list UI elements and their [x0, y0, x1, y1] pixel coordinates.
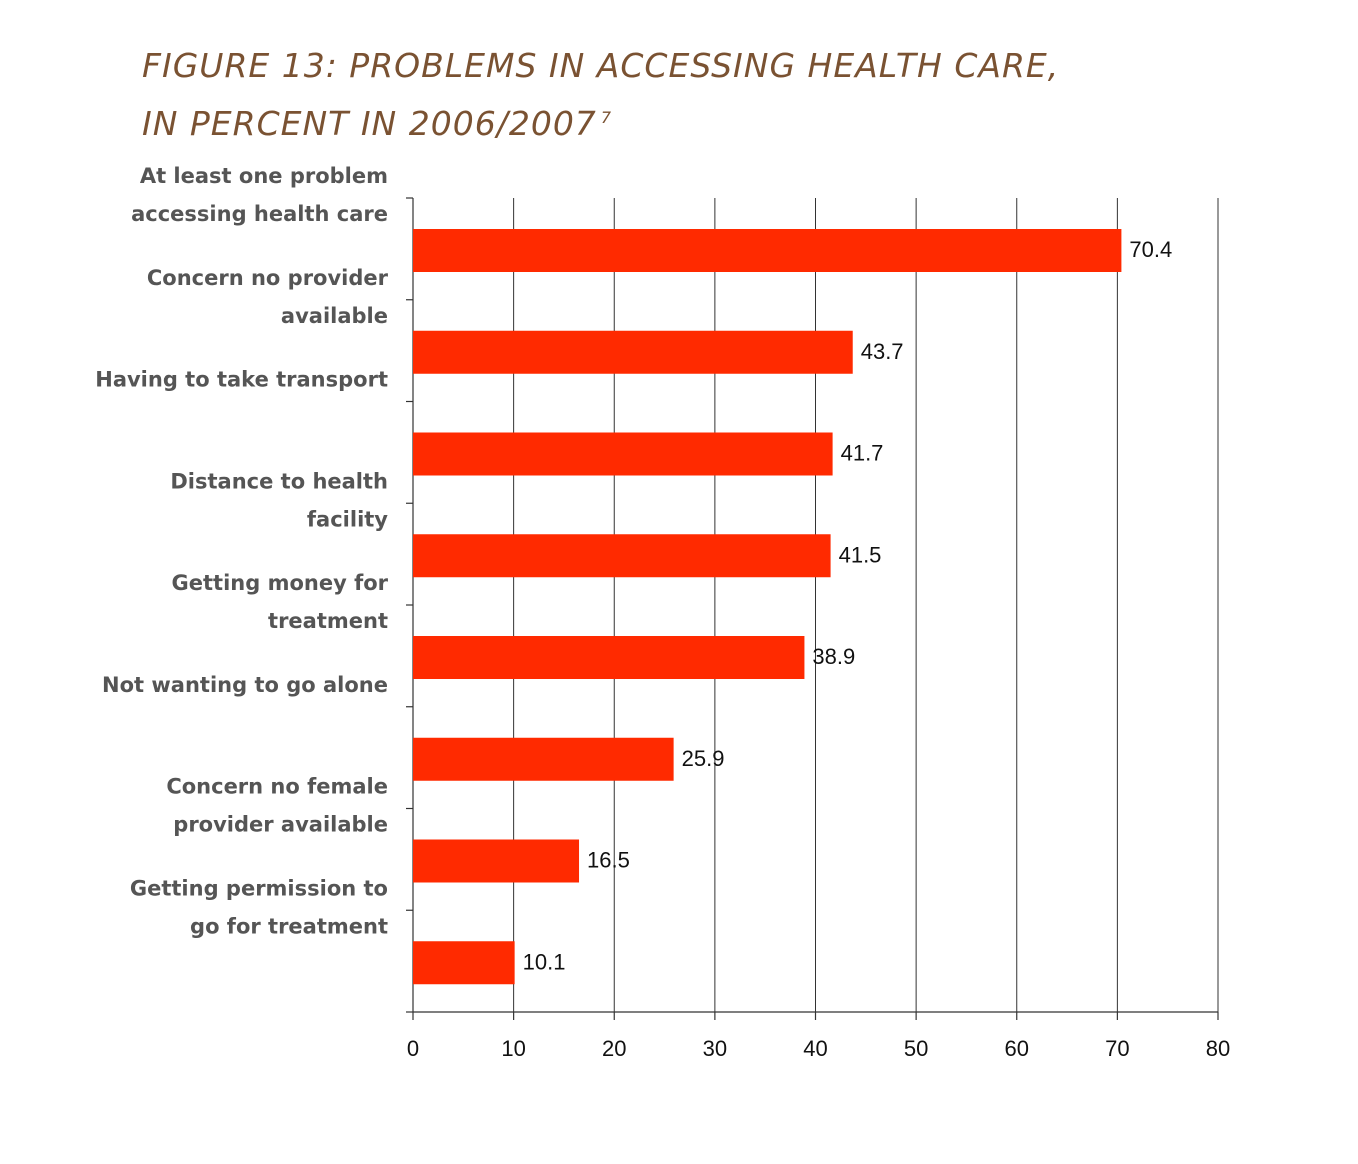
category-label-0-line-0: At least one problem [140, 164, 388, 188]
bar-5 [413, 737, 674, 781]
category-label-0-line-1: accessing health care [131, 202, 388, 226]
x-tick-label-0: 0 [407, 1036, 419, 1061]
data-label-6: 16.5 [587, 848, 630, 873]
category-label-7-line-1: go for treatment [190, 914, 388, 938]
bar-4 [413, 636, 805, 679]
title-line-1: FIGURE 13: PROBLEMS IN ACCESSING HEALTH … [142, 46, 1060, 85]
category-label-6-line-1: provider available [173, 813, 388, 837]
data-label-4: 38.9 [812, 644, 855, 669]
category-label-4-line-1: treatment [268, 609, 388, 633]
chart-title: FIGURE 13: PROBLEMS IN ACCESSING HEALTH … [142, 40, 1059, 150]
category-label-3: Distance to health facility [170, 469, 388, 531]
x-tick-label-10: 10 [501, 1036, 525, 1061]
x-tick-label-20: 20 [602, 1036, 626, 1061]
category-label-0: At least one problem accessing health car… [131, 164, 388, 226]
category-label-5-line-0: Not wanting to go alone [102, 673, 388, 697]
title-footnote-marker: 7 [600, 108, 612, 127]
bar-6 [413, 839, 580, 883]
data-label-7: 10.1 [523, 949, 566, 974]
bar-3 [413, 534, 831, 578]
bar-1 [413, 330, 853, 374]
category-label-4-line-0: Getting money for [172, 571, 389, 595]
category-label-6: Concern no female provider available [166, 775, 388, 837]
x-tick-label-70: 70 [1105, 1036, 1129, 1061]
x-tick-label-40: 40 [803, 1036, 827, 1061]
category-label-6-line-0: Concern no female [166, 775, 388, 799]
data-label-1: 43.7 [861, 339, 904, 364]
category-label-2: Having to take transport [95, 368, 388, 392]
category-label-3-line-0: Distance to health [170, 469, 388, 493]
category-label-3-line-1: facility [307, 507, 388, 531]
x-tick-label-30: 30 [703, 1036, 727, 1061]
x-tick-label-50: 50 [904, 1036, 928, 1061]
bar-0 [413, 229, 1122, 272]
x-tick-label-80: 80 [1206, 1036, 1230, 1061]
bar-2 [413, 432, 833, 476]
category-label-1-line-1: available [281, 304, 388, 328]
title-line-2-text: IN PERCENT IN 2006/2007 [142, 104, 597, 143]
category-label-1: Concern no provider available [147, 266, 389, 328]
data-label-3: 41.5 [839, 542, 882, 567]
data-label-0: 70.4 [1129, 237, 1172, 262]
category-label-2-line-0: Having to take transport [95, 368, 388, 392]
title-line-2: IN PERCENT IN 2006/2007 7 [142, 92, 1059, 150]
data-label-2: 41.7 [841, 441, 884, 466]
category-label-7-line-0: Getting permission to [130, 876, 388, 900]
x-tick-label-60: 60 [1005, 1036, 1029, 1061]
bar-7 [413, 941, 515, 985]
category-label-4: Getting money for treatment [172, 571, 389, 633]
category-label-1-line-0: Concern no provider [147, 266, 389, 290]
category-label-5: Not wanting to go alone [102, 673, 388, 697]
category-label-7: Getting permission to go for treatment [130, 876, 388, 938]
data-label-5: 25.9 [682, 746, 725, 771]
